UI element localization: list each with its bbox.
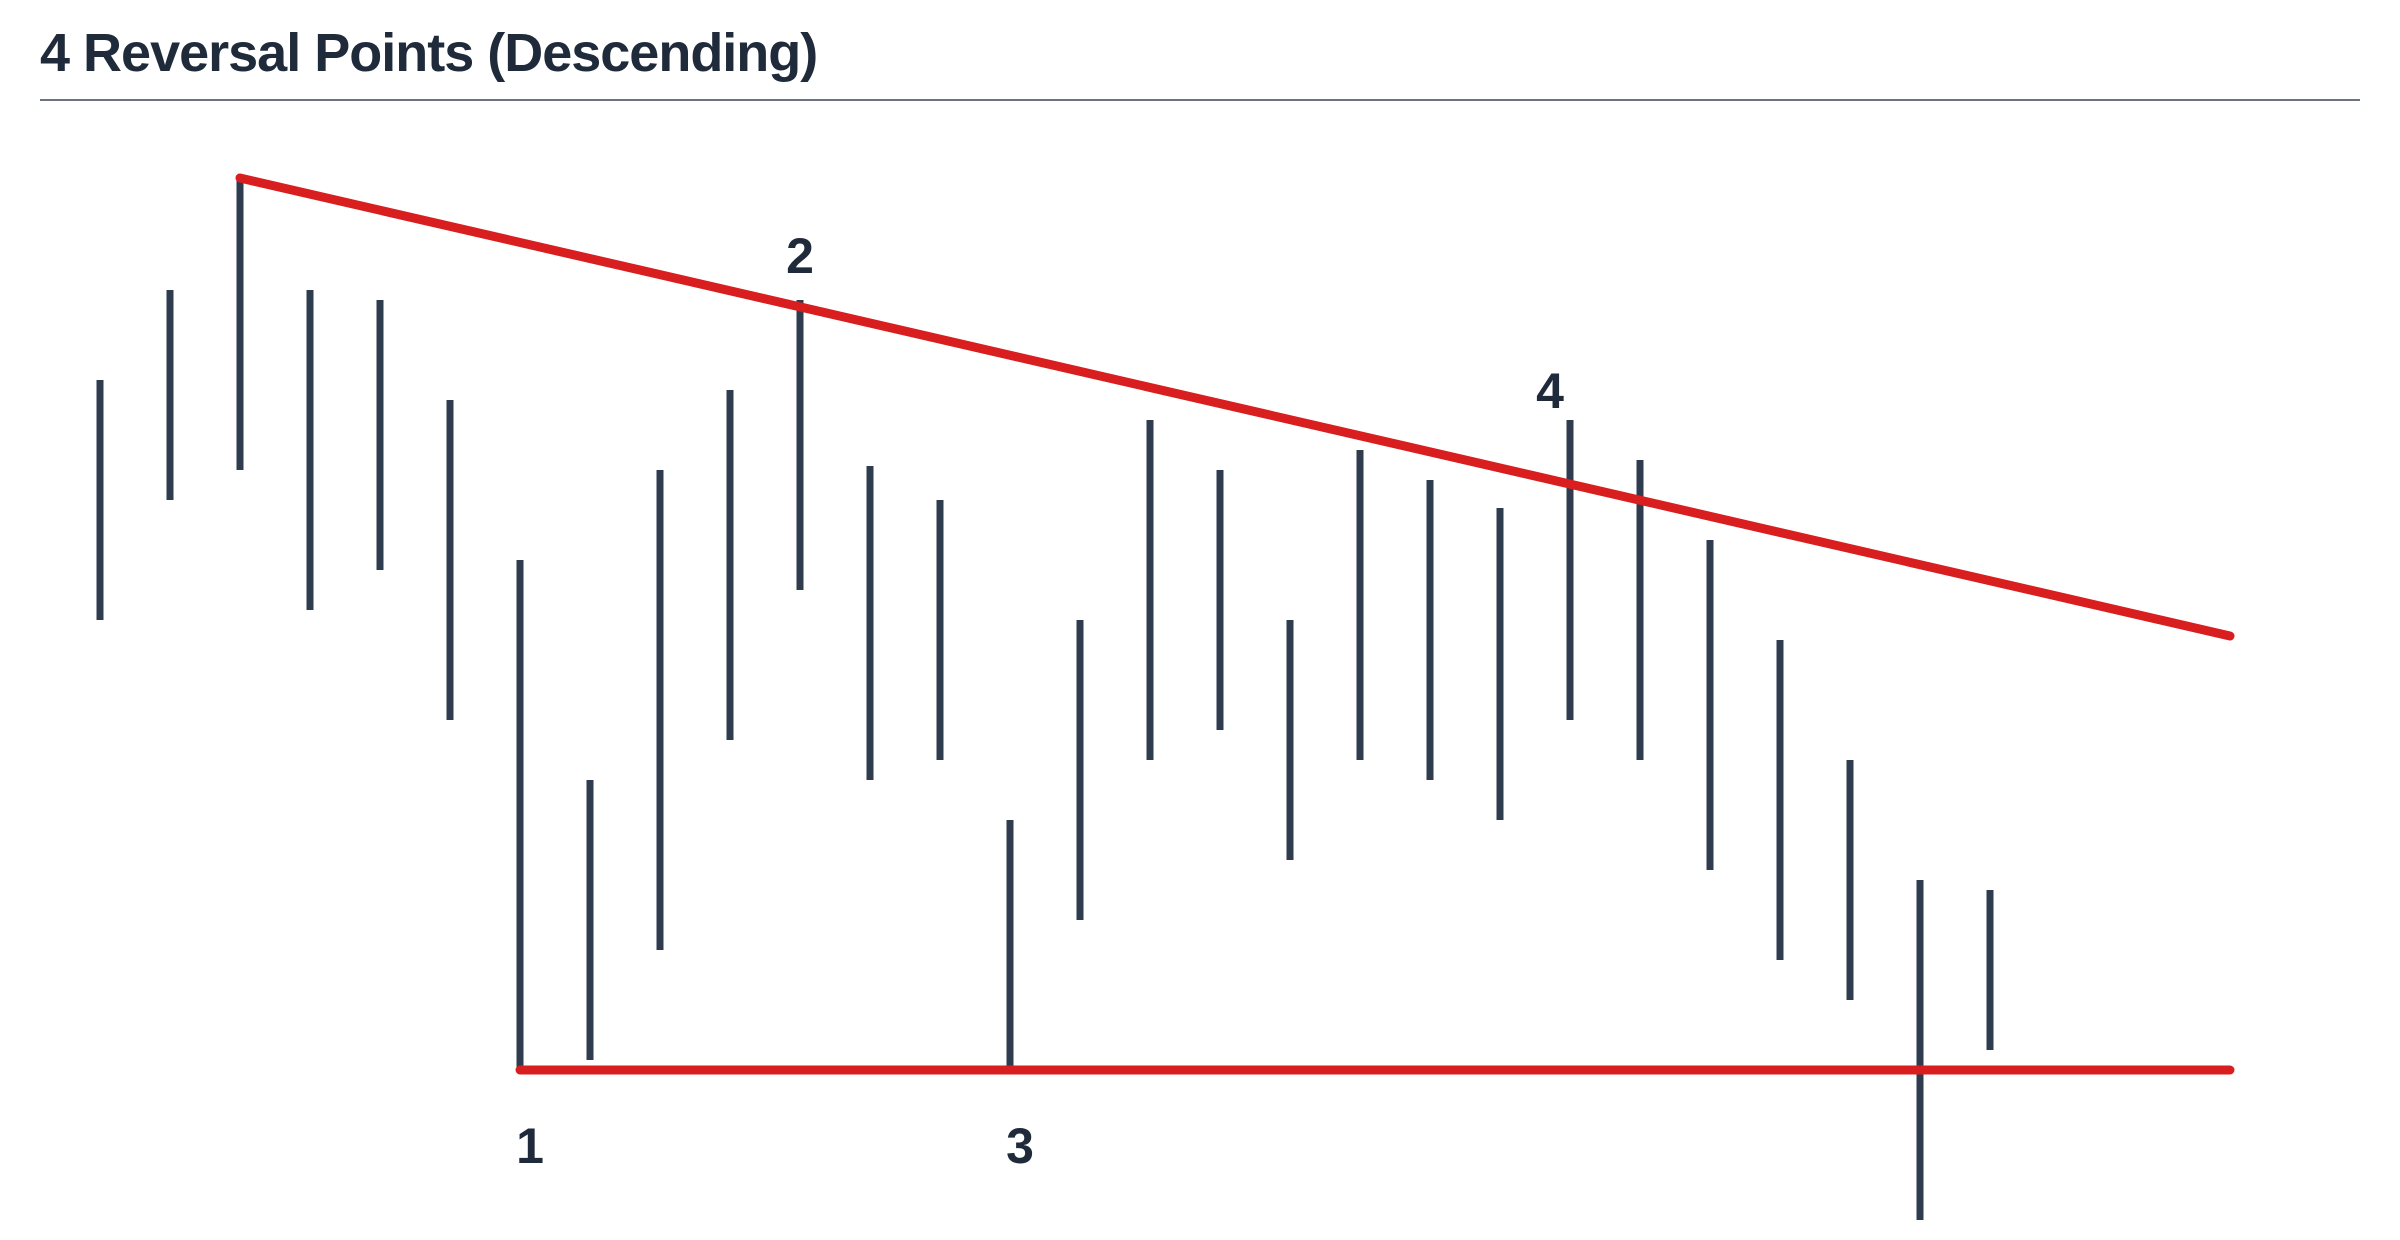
upper-trendline — [240, 178, 2230, 636]
reversal-point-label: 4 — [1536, 363, 1564, 419]
reversal-point-label: 3 — [1006, 1118, 1034, 1174]
reversal-point-label: 2 — [786, 228, 814, 284]
price-bars — [100, 178, 1990, 1220]
reversal-point-labels: 1 2 3 4 — [516, 228, 1564, 1174]
page-root: 4 Reversal Points (Descending) 1234 — [0, 0, 2400, 1240]
chart-svg: 1 2 3 4 — [0, 0, 2400, 1240]
reversal-point-label: 1 — [516, 1118, 544, 1174]
